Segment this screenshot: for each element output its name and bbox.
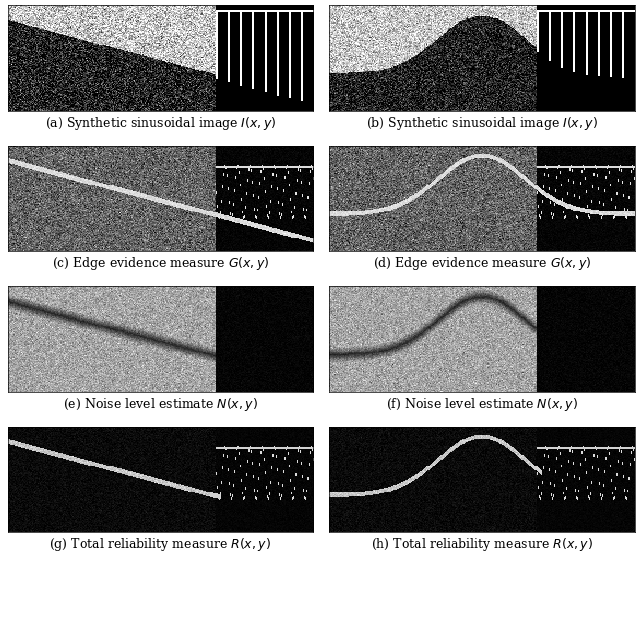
Text: (b) Synthetic sinusoidal image $I(x, y)$: (b) Synthetic sinusoidal image $I(x, y)$ [366,115,598,132]
Text: (a) Synthetic sinusoidal image $I(x, y)$: (a) Synthetic sinusoidal image $I(x, y)$ [45,115,276,132]
Text: (h) Total reliability measure $R(x, y)$: (h) Total reliability measure $R(x, y)$ [371,536,593,553]
Text: (g) Total reliability measure $R(x, y)$: (g) Total reliability measure $R(x, y)$ [49,536,271,553]
Text: (c) Edge evidence measure $G(x, y)$: (c) Edge evidence measure $G(x, y)$ [52,255,269,272]
Text: (e) Noise level estimate $N(x, y)$: (e) Noise level estimate $N(x, y)$ [63,396,258,413]
Text: (f) Noise level estimate $N(x, y)$: (f) Noise level estimate $N(x, y)$ [386,396,578,413]
Text: (d) Edge evidence measure $G(x, y)$: (d) Edge evidence measure $G(x, y)$ [372,255,591,272]
